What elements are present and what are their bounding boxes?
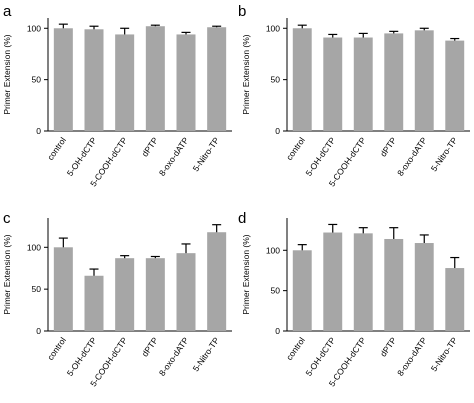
panel-letter: c xyxy=(3,210,11,227)
panel-letter: b xyxy=(238,3,246,20)
bar-control xyxy=(53,28,73,131)
y-axis-label: Primer Extension (%) xyxy=(241,34,251,114)
y-tick-label: 0 xyxy=(36,126,41,136)
bar-5-oh-dctp xyxy=(84,29,104,131)
x-tick-label: control xyxy=(284,135,307,162)
x-tick-label: 8-oxo-dATP xyxy=(395,135,429,178)
y-tick-label: 0 xyxy=(275,326,280,336)
bar-dptp xyxy=(145,258,165,331)
bar-5-cooh-dctp xyxy=(115,34,135,131)
x-tick-label: control xyxy=(45,335,68,362)
bar-5-oh-dctp xyxy=(323,232,343,331)
y-tick-label: 50 xyxy=(32,75,42,85)
y-axis-label: Primer Extension (%) xyxy=(2,234,12,314)
x-tick-label: 8-oxo-dATP xyxy=(395,335,429,378)
bar-5-oh-dctp xyxy=(323,37,343,131)
x-tick-label: control xyxy=(45,135,68,162)
y-axis-label: Primer Extension (%) xyxy=(2,34,12,114)
y-tick-label: 50 xyxy=(271,75,281,85)
bar-control xyxy=(53,247,73,331)
panel-letter: d xyxy=(238,210,246,227)
y-tick-label: 0 xyxy=(36,326,41,336)
x-tick-label: 5-Nitro-TP xyxy=(429,335,460,373)
x-tick-label: dPTP xyxy=(140,135,161,158)
x-tick-label: 5-OH-dCTP xyxy=(303,335,337,378)
x-tick-label: 5-Nitro-TP xyxy=(429,135,460,173)
y-tick-label: 100 xyxy=(27,242,41,252)
bar-5-nitro-tp xyxy=(207,27,227,132)
bar-5-nitro-tp xyxy=(445,40,465,131)
x-tick-label: control xyxy=(284,335,307,362)
bar-5-nitro-tp xyxy=(445,268,465,331)
y-tick-label: 50 xyxy=(271,286,281,296)
x-tick-label: dPTP xyxy=(378,135,399,158)
y-tick-label: 100 xyxy=(266,245,280,255)
panel-c: c Primer Extension (%) 0 50 100 control5-OH-d… xyxy=(2,210,232,388)
bar-8-oxo-datp xyxy=(414,243,434,331)
bar-5-nitro-tp xyxy=(207,232,227,331)
y-tick-label: 100 xyxy=(27,23,41,33)
bar-5-cooh-dctp xyxy=(353,233,373,331)
bar-dptp xyxy=(384,33,404,132)
y-tick-label: 100 xyxy=(266,23,280,33)
x-tick-label: 5-Nitro-TP xyxy=(191,135,222,173)
x-tick-label: 5-OH-dCTP xyxy=(65,135,99,178)
x-tick-label: dPTP xyxy=(140,335,161,358)
y-axis-label: Primer Extension (%) xyxy=(241,234,251,314)
bar-8-oxo-datp xyxy=(176,253,196,331)
bar-control xyxy=(292,250,312,331)
x-tick-label: 8-oxo-dATP xyxy=(157,135,191,178)
x-tick-label: 5-OH-dCTP xyxy=(65,335,99,378)
bar-control xyxy=(292,28,312,131)
x-tick-label: 5-Nitro-TP xyxy=(191,335,222,373)
x-tick-label: 8-oxo-dATP xyxy=(157,335,191,378)
y-tick-label: 0 xyxy=(275,126,280,136)
bar-5-cooh-dctp xyxy=(353,37,373,131)
panel-b: b Primer Extension (%) 0 50 100 control5-OH-d… xyxy=(238,3,470,188)
y-tick-label: 50 xyxy=(32,284,42,294)
x-tick-label: dPTP xyxy=(378,335,399,358)
bar-5-cooh-dctp xyxy=(115,258,135,331)
panel-d: d Primer Extension (%) 0 50 100 control5-OH-d… xyxy=(238,210,470,388)
x-tick-label: 5-OH-dCTP xyxy=(303,135,337,178)
bar-8-oxo-datp xyxy=(414,30,434,132)
panel-letter: a xyxy=(3,3,12,20)
bar-5-oh-dctp xyxy=(84,275,104,331)
bar-dptp xyxy=(145,26,165,131)
bar-8-oxo-datp xyxy=(176,34,196,131)
panel-a: a Primer Extension (%) 0 50 100 control5-OH-d… xyxy=(2,3,232,188)
bar-dptp xyxy=(384,238,404,331)
